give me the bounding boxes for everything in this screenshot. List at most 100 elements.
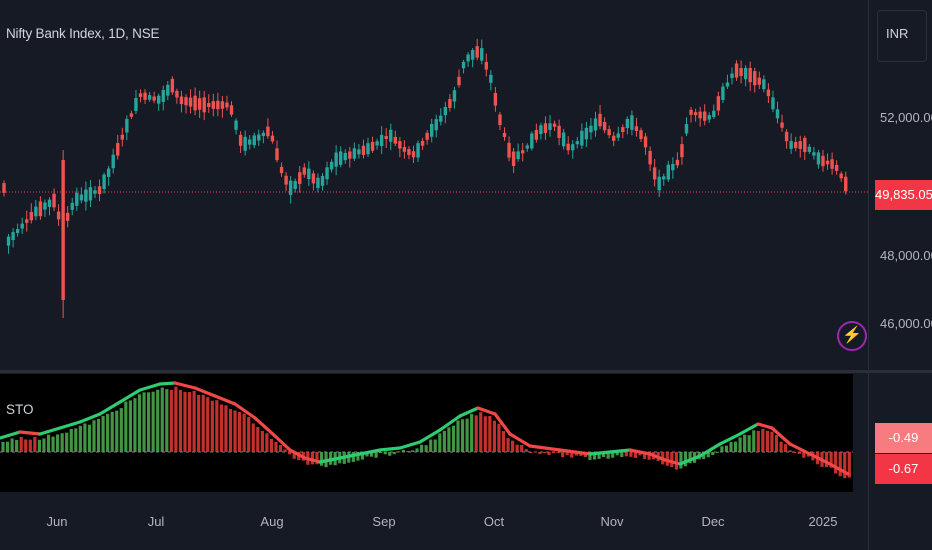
candle-up <box>771 97 775 110</box>
sto-histogram-bar <box>224 405 228 452</box>
candle-up <box>20 223 24 229</box>
sto-pane[interactable] <box>0 374 853 492</box>
candle-down <box>493 93 498 106</box>
sto-histogram-bar <box>10 438 14 452</box>
candle-down <box>621 127 625 133</box>
candle-down <box>184 97 188 106</box>
sto-histogram-bar <box>588 452 592 461</box>
candle-down <box>143 92 147 100</box>
sto-histogram-bar <box>770 431 774 452</box>
candle-down <box>407 149 411 155</box>
sto-histogram-bar <box>483 416 487 452</box>
sto-line-segment <box>718 432 742 446</box>
sto-histogram-bar <box>779 441 783 452</box>
sto-histogram-bar <box>633 452 638 458</box>
sto-histogram-bar <box>474 415 478 452</box>
candle-down <box>607 129 611 136</box>
sto-histogram-bar <box>570 452 574 458</box>
candle-down <box>825 160 830 165</box>
sto-histogram-bar <box>96 418 101 452</box>
sto-histogram-bar <box>597 452 601 459</box>
candle-up <box>452 90 457 102</box>
sto-histogram-bar <box>838 452 842 477</box>
candle-down <box>211 101 215 109</box>
candle-up <box>307 168 311 180</box>
time-axis[interactable] <box>0 492 868 550</box>
sto-histogram-bar <box>843 452 847 479</box>
sto-histogram-bar <box>511 440 515 452</box>
sto-histogram-bar <box>829 452 833 468</box>
candle-down <box>844 176 848 192</box>
time-tick: Aug <box>260 514 284 529</box>
currency-button[interactable]: INR <box>877 10 927 62</box>
sto-line-segment <box>648 452 667 462</box>
candle-down <box>753 71 757 86</box>
lightning-bolt-icon[interactable]: ⚡ <box>837 321 867 351</box>
time-tick: Jun <box>46 514 68 529</box>
candle-down <box>834 164 839 171</box>
pane-separator[interactable] <box>0 370 932 373</box>
candle-down <box>120 134 124 140</box>
sto-histogram-bar <box>174 386 178 452</box>
sto-line-segment <box>213 394 237 406</box>
sto-indicator-chart[interactable] <box>0 374 853 492</box>
candle-up <box>84 189 88 202</box>
sto-histogram-bar <box>192 390 196 452</box>
candle-down <box>197 98 202 110</box>
sto-line-segment <box>58 420 82 430</box>
candlestick-chart[interactable] <box>0 0 868 370</box>
sto-line-segment <box>756 422 774 430</box>
candle-down <box>229 105 234 115</box>
candle-up <box>466 54 470 62</box>
candle-down <box>521 150 525 154</box>
candle-up <box>320 175 325 186</box>
candle-up <box>657 176 661 191</box>
sto-line-segment <box>78 412 102 424</box>
sto-histogram-bar <box>784 444 788 452</box>
sto-line-segment <box>233 402 257 420</box>
candle-up <box>88 187 93 201</box>
sto-histogram-bar <box>51 436 55 452</box>
sto-histogram-bar <box>670 452 674 468</box>
candle-up <box>288 180 293 195</box>
candle-down <box>202 97 206 113</box>
sto-histogram-bar <box>128 400 132 452</box>
sto-histogram-bar <box>151 391 155 452</box>
candle-down <box>534 129 539 140</box>
candle-down <box>179 96 184 105</box>
candle-down <box>420 140 425 146</box>
sto-histogram-bar <box>24 439 28 452</box>
price-pane[interactable] <box>0 0 868 370</box>
sto-histogram-bar <box>147 392 151 452</box>
sto-histogram-bar <box>520 445 524 452</box>
sto-line-segment <box>770 426 792 446</box>
sto-histogram-bar <box>788 450 792 452</box>
sto-histogram-bar <box>142 392 146 452</box>
candle-up <box>70 202 74 210</box>
sto-line-segment <box>398 440 422 450</box>
candle-down <box>29 211 33 221</box>
sto-histogram-bar <box>265 433 269 452</box>
sto-histogram-bar <box>292 452 296 459</box>
time-tick: Dec <box>701 514 725 529</box>
sto-line-segment <box>138 382 162 392</box>
sto-line-segment <box>253 416 277 438</box>
time-tick: Nov <box>600 514 624 529</box>
candle-down <box>766 89 771 97</box>
sto-line-segment <box>476 406 497 416</box>
candle-down <box>675 159 680 166</box>
price-axis[interactable] <box>868 0 932 550</box>
sto-histogram-bar <box>210 400 214 452</box>
sto-line-segment <box>788 442 812 456</box>
candle-up <box>43 202 47 210</box>
sto-histogram-bar <box>465 418 469 452</box>
candle-down <box>348 151 352 159</box>
candle-up <box>789 141 793 149</box>
candle-up <box>625 118 630 129</box>
candle-down <box>734 63 739 78</box>
candle-up <box>15 229 20 234</box>
sto-line-segment <box>318 456 342 464</box>
sto-histogram-bar <box>369 452 374 457</box>
sto-histogram-bar <box>283 449 287 452</box>
sto-histogram-bar <box>392 452 396 455</box>
